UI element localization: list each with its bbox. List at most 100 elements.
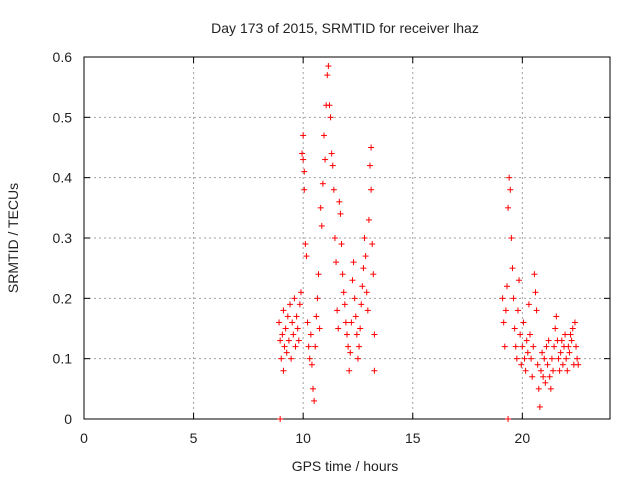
y-tick-label: 0.6 bbox=[53, 49, 73, 65]
data-point bbox=[311, 397, 318, 404]
data-series-srmtid bbox=[276, 63, 582, 422]
data-point bbox=[511, 325, 518, 332]
data-point bbox=[303, 253, 310, 260]
data-point bbox=[293, 313, 300, 320]
data-point bbox=[368, 186, 375, 193]
data-point bbox=[569, 325, 576, 332]
data-point bbox=[358, 301, 365, 308]
data-point bbox=[305, 343, 312, 350]
data-point bbox=[527, 331, 534, 338]
data-point bbox=[325, 63, 332, 70]
data-point bbox=[565, 343, 572, 350]
data-point bbox=[319, 180, 326, 187]
data-point bbox=[304, 319, 311, 326]
data-point bbox=[344, 331, 350, 338]
data-point bbox=[510, 295, 517, 302]
data-point bbox=[540, 373, 547, 380]
data-point bbox=[371, 331, 378, 338]
data-point bbox=[364, 307, 371, 314]
data-point bbox=[327, 114, 334, 121]
data-point bbox=[531, 271, 538, 278]
data-point bbox=[533, 307, 540, 314]
data-point bbox=[277, 337, 284, 344]
data-point bbox=[529, 373, 536, 380]
data-point bbox=[300, 132, 307, 139]
data-point bbox=[522, 367, 529, 374]
y-tick-label: 0.5 bbox=[53, 109, 73, 125]
data-point bbox=[365, 216, 372, 223]
data-point bbox=[363, 289, 370, 296]
data-point bbox=[350, 259, 357, 266]
data-point bbox=[288, 355, 295, 362]
data-point bbox=[562, 331, 569, 338]
data-point bbox=[571, 319, 578, 326]
data-point bbox=[524, 349, 531, 356]
data-point bbox=[347, 349, 354, 356]
data-point bbox=[361, 235, 368, 241]
data-point bbox=[276, 319, 283, 326]
data-point bbox=[281, 343, 288, 350]
data-point bbox=[322, 156, 329, 163]
x-tick-label: 5 bbox=[190, 430, 198, 446]
data-point bbox=[575, 361, 582, 368]
data-point bbox=[336, 198, 343, 205]
data-point bbox=[307, 331, 314, 338]
data-point bbox=[369, 241, 376, 248]
data-point bbox=[294, 325, 301, 332]
data-point bbox=[348, 319, 355, 326]
data-point bbox=[315, 271, 322, 278]
data-point bbox=[318, 222, 325, 229]
data-point bbox=[287, 301, 294, 308]
data-point bbox=[534, 361, 541, 368]
data-point bbox=[532, 289, 539, 296]
data-point bbox=[371, 367, 378, 374]
y-tick-label: 0.1 bbox=[53, 351, 73, 367]
data-point bbox=[368, 144, 375, 151]
data-point bbox=[547, 385, 554, 392]
data-point bbox=[352, 313, 359, 320]
data-point bbox=[544, 361, 551, 368]
y-tick-label: 0.2 bbox=[53, 290, 73, 306]
data-point bbox=[545, 337, 552, 344]
grid-lines bbox=[84, 57, 610, 419]
data-point bbox=[359, 283, 366, 290]
data-point bbox=[507, 186, 514, 193]
data-point bbox=[567, 331, 574, 338]
data-point bbox=[518, 361, 525, 368]
data-point bbox=[308, 361, 315, 368]
data-point bbox=[517, 331, 524, 338]
data-point bbox=[568, 337, 575, 344]
data-point bbox=[370, 271, 377, 278]
data-point bbox=[502, 307, 509, 314]
data-point bbox=[282, 325, 289, 332]
data-point bbox=[277, 416, 284, 422]
data-point bbox=[357, 325, 364, 332]
data-point bbox=[330, 186, 337, 193]
data-point bbox=[280, 307, 287, 314]
data-point bbox=[285, 337, 292, 344]
data-point bbox=[341, 301, 348, 308]
data-point bbox=[301, 186, 308, 193]
data-point bbox=[295, 337, 302, 344]
data-point bbox=[345, 343, 352, 350]
data-point bbox=[505, 416, 512, 422]
data-point bbox=[514, 307, 521, 314]
data-point bbox=[508, 235, 515, 241]
chart-title: Day 173 of 2015, SRMTID for receiver lha… bbox=[211, 20, 479, 36]
x-tick-label: 10 bbox=[295, 430, 311, 446]
data-point bbox=[556, 367, 563, 374]
data-point bbox=[555, 355, 562, 362]
data-point bbox=[338, 241, 345, 248]
data-point bbox=[506, 174, 513, 181]
data-point bbox=[292, 343, 299, 350]
data-point bbox=[521, 355, 528, 362]
x-tick-label: 15 bbox=[405, 430, 421, 446]
data-point bbox=[334, 307, 341, 314]
data-point bbox=[542, 379, 549, 386]
data-point bbox=[509, 265, 516, 272]
x-axis-label: GPS time / hours bbox=[292, 458, 399, 474]
data-point bbox=[559, 361, 566, 368]
data-point bbox=[278, 355, 285, 362]
data-point bbox=[354, 355, 361, 362]
y-tick-label: 0.4 bbox=[53, 170, 73, 186]
